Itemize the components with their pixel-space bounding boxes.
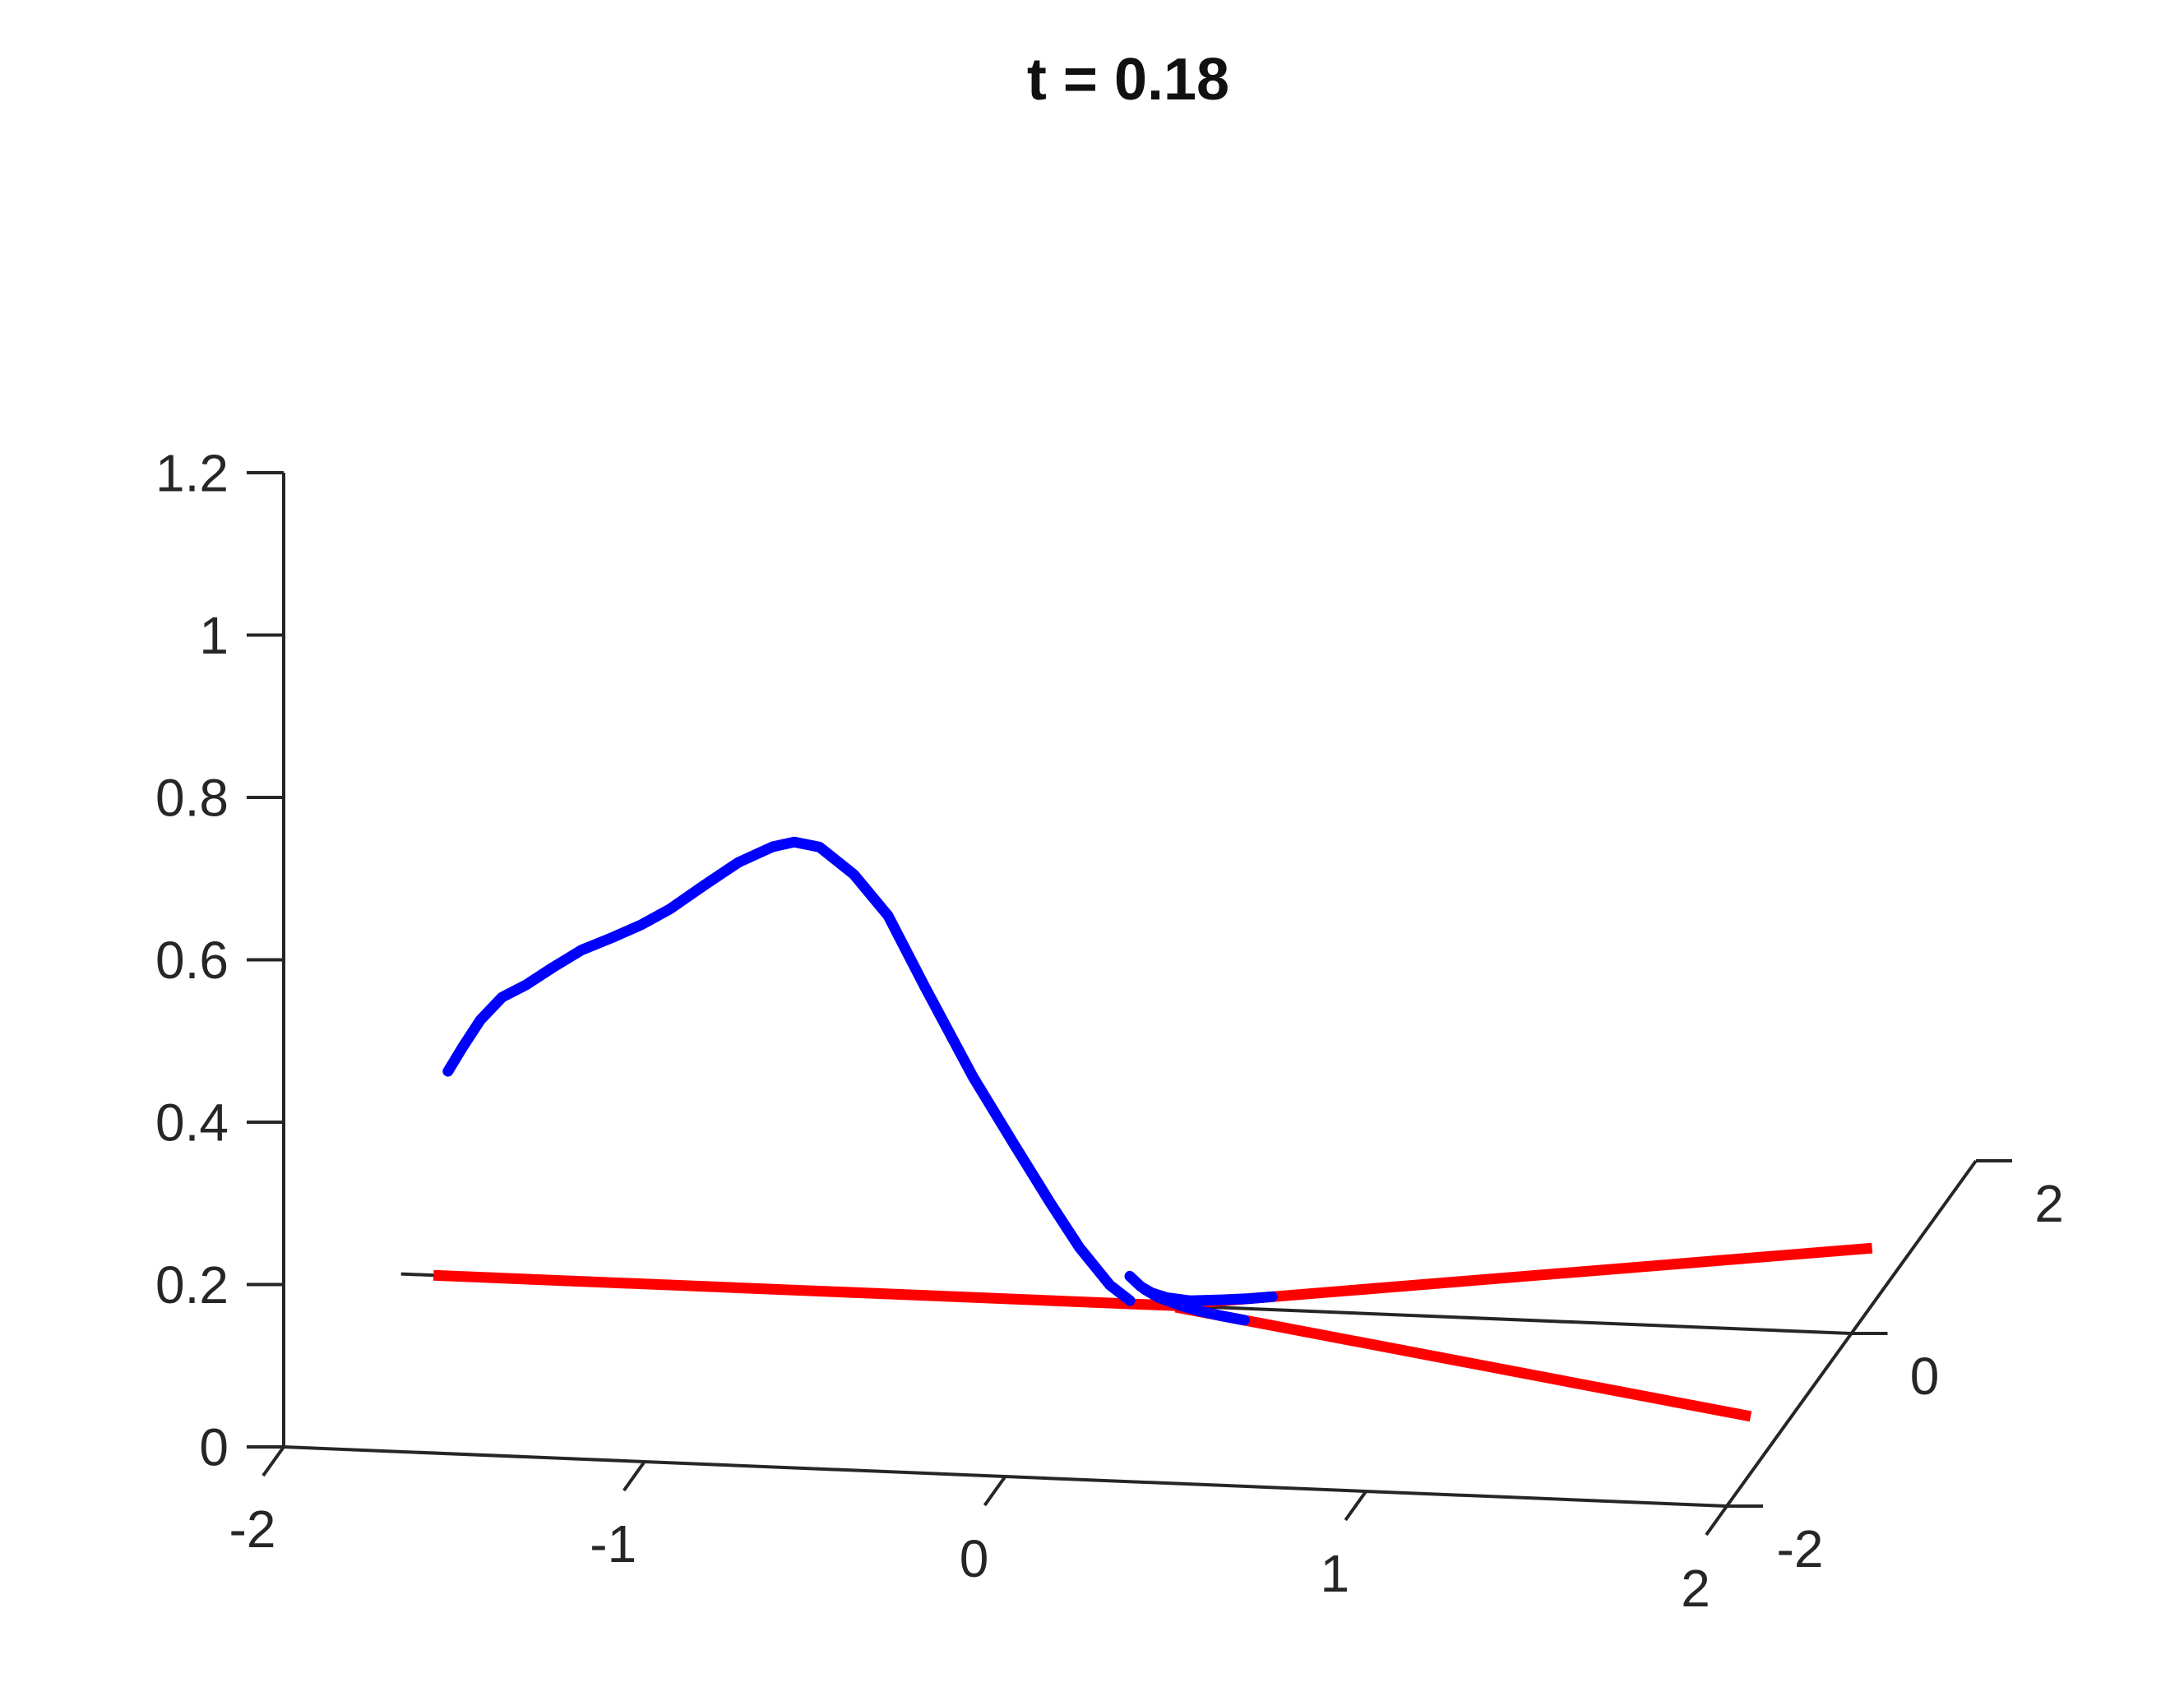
series-red-characteristic-lower-right — [1174, 1301, 1752, 1422]
z-tick-label: 0.4 — [155, 1093, 229, 1152]
x-tick-label: -2 — [229, 1500, 276, 1559]
series-blue-wave-profile — [442, 836, 1136, 1306]
x-tick — [1705, 1504, 1728, 1537]
x-tick-label: 2 — [1681, 1559, 1710, 1618]
z-tick-label: 1.2 — [155, 443, 229, 502]
y-tick-label: 2 — [2034, 1174, 2064, 1233]
z-tick-label: 0.2 — [155, 1255, 229, 1315]
y-tick-label: 0 — [1910, 1347, 1940, 1406]
x-tick — [983, 1475, 1007, 1507]
series-red-characteristic-upper-right — [1177, 1242, 1873, 1310]
x-tick-label: -1 — [590, 1514, 636, 1574]
y-tick-label: -2 — [1777, 1519, 1824, 1578]
x-tick — [622, 1460, 646, 1492]
x-tick — [1344, 1490, 1367, 1522]
x-tick — [261, 1445, 285, 1477]
x-tick-label: 1 — [1320, 1544, 1349, 1603]
z-tick-label: 0 — [199, 1417, 229, 1476]
series-blue-tail-lower — [1139, 1283, 1250, 1326]
plot-title: t = 0.18 — [1026, 47, 1230, 113]
x-tick-label: 0 — [960, 1529, 989, 1588]
series-red-characteristic-left — [433, 1269, 1178, 1311]
z-tick-label: 0.6 — [155, 931, 229, 990]
z-tick-label: 1 — [199, 606, 229, 665]
z-tick-label: 0.8 — [155, 768, 229, 827]
